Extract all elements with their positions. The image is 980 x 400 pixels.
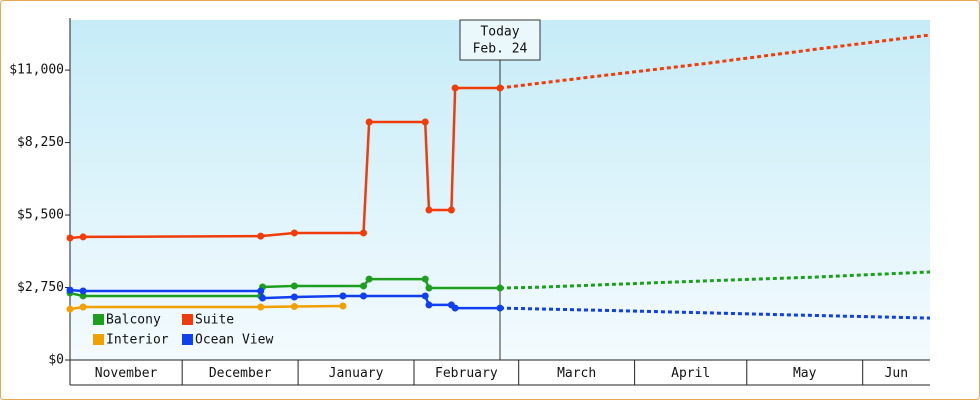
y-tick-label: $8,250: [17, 135, 64, 150]
forecast-line: [499, 270, 931, 290]
point: [339, 302, 347, 310]
legend-label: Balcony: [106, 313, 161, 328]
legend-swatch: [182, 314, 193, 325]
point: [447, 206, 455, 214]
y-tick-label: $2,750: [17, 280, 64, 295]
today-box: [459, 19, 541, 61]
point: [290, 229, 298, 237]
point: [425, 301, 433, 309]
point: [421, 292, 429, 300]
point: [66, 305, 74, 313]
point: [66, 286, 74, 294]
today-label: Feb. 24: [473, 42, 528, 57]
legend-label: Interior: [106, 333, 169, 348]
x-tick-label: Jun: [885, 366, 908, 381]
point: [259, 294, 267, 302]
point: [290, 293, 298, 301]
point: [257, 232, 265, 240]
point: [339, 292, 347, 300]
point: [290, 302, 298, 310]
point: [451, 304, 459, 312]
y-tick-label: $11,000: [9, 63, 64, 78]
point: [79, 303, 87, 311]
point: [79, 287, 87, 295]
today-label: Today: [480, 25, 519, 40]
y-tick-label: $5,500: [17, 208, 64, 223]
point: [360, 292, 368, 300]
point: [360, 282, 368, 290]
forecast-line: [499, 33, 931, 90]
legend-label: Ocean View: [195, 333, 273, 348]
x-tick-label: November: [95, 366, 158, 381]
legend-swatch: [93, 334, 104, 345]
point: [365, 275, 373, 283]
series-line: [69, 277, 500, 298]
point: [257, 287, 265, 295]
point: [257, 303, 265, 311]
x-tick-label: March: [557, 366, 596, 381]
point: [421, 275, 429, 283]
y-tick-label: $0: [48, 353, 64, 368]
forecast-line: [499, 306, 931, 320]
point: [79, 292, 87, 300]
point: [496, 284, 504, 292]
x-tick-label: January: [329, 366, 384, 381]
x-tick-label: April: [671, 366, 710, 381]
point: [79, 233, 87, 241]
x-tick-label: May: [793, 366, 817, 381]
legend-swatch: [93, 314, 104, 325]
point: [365, 118, 373, 126]
point: [425, 206, 433, 214]
point: [421, 118, 429, 126]
point: [66, 234, 74, 242]
point: [290, 282, 298, 290]
legend-label: Suite: [195, 313, 234, 328]
point: [360, 229, 368, 237]
point: [451, 84, 459, 92]
legend-swatch: [182, 334, 193, 345]
point: [425, 284, 433, 292]
x-tick-label: February: [435, 366, 498, 381]
point: [496, 84, 504, 92]
x-tick-label: December: [209, 366, 272, 381]
point: [496, 304, 504, 312]
